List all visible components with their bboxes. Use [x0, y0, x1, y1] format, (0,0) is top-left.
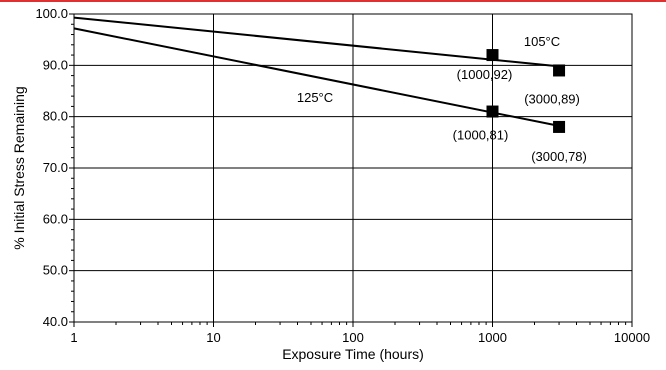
- x-tick-label: 100: [342, 330, 364, 345]
- point-labels: (1000,92) (3000,89) (1000,81) (3000,78): [453, 67, 587, 164]
- fit-lines: [73, 16, 560, 127]
- y-axis-label: % Initial Stress Remaining: [11, 86, 27, 249]
- fit-line: [73, 27, 560, 127]
- y-tick-label: 70.0: [43, 160, 68, 175]
- y-tick-label: 100.0: [35, 6, 68, 21]
- data-markers: [486, 49, 566, 133]
- x-tick-label: 1: [70, 330, 77, 345]
- x-tick-label: 10: [206, 330, 220, 345]
- y-tick-label: 50.0: [43, 263, 68, 278]
- point-label: (3000,78): [531, 149, 587, 164]
- top-accent-rule: [0, 0, 666, 2]
- data-point-marker: [486, 49, 499, 62]
- series-labels: 105°C 125°C: [297, 34, 560, 105]
- point-label: (1000,81): [453, 128, 509, 143]
- fit-line: [73, 16, 560, 68]
- x-tick-label: 1000: [478, 330, 507, 345]
- x-axis-label: Exposure Time (hours): [282, 346, 424, 362]
- series-label: 105°C: [524, 34, 560, 49]
- point-label: (3000,89): [524, 91, 580, 106]
- y-tick-label: 80.0: [43, 109, 68, 124]
- y-tick-label: 40.0: [43, 314, 68, 329]
- x-tick-label: 10000: [614, 330, 650, 345]
- data-point-marker: [486, 105, 499, 118]
- plot-frame: [73, 13, 633, 323]
- grid-lines: [73, 13, 633, 323]
- y-tick-labels: 40.0 50.0 60.0 70.0 80.0 90.0 100.0: [35, 6, 68, 329]
- data-point-marker: [553, 64, 566, 77]
- point-label: (1000,92): [457, 67, 513, 82]
- series-label: 125°C: [297, 90, 333, 105]
- minor-ticks: [69, 13, 633, 327]
- y-tick-label: 90.0: [43, 57, 68, 72]
- data-point-marker: [553, 120, 566, 133]
- y-tick-label: 60.0: [43, 211, 68, 226]
- x-tick-labels: 1 10 100 1000 10000: [70, 330, 650, 345]
